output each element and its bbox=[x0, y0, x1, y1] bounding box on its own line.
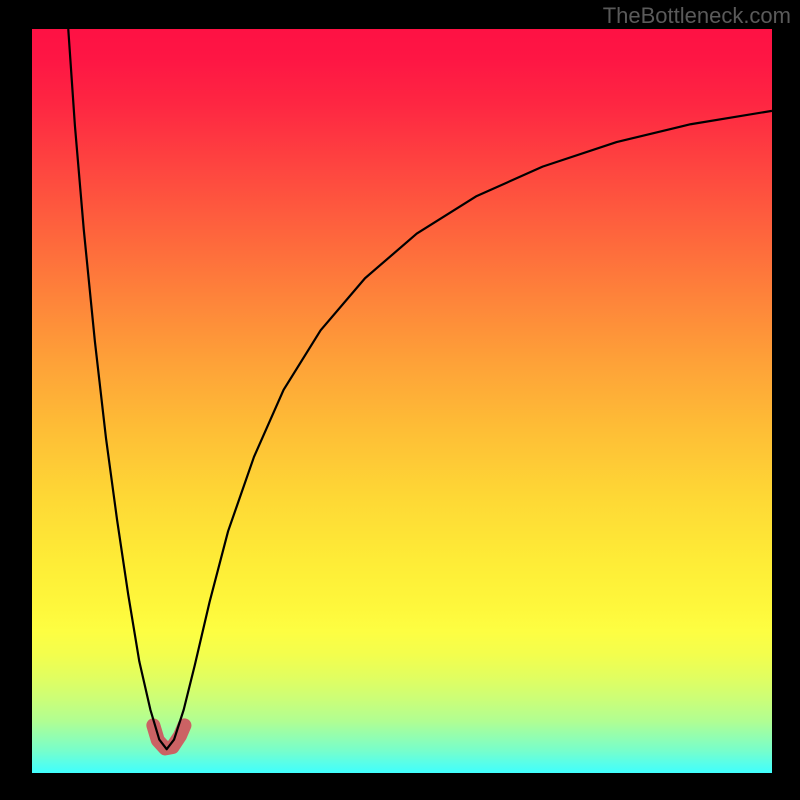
watermark-text: TheBottleneck.com bbox=[603, 3, 791, 29]
bottleneck-chart bbox=[0, 0, 800, 800]
chart-stage: TheBottleneck.com bbox=[0, 0, 800, 800]
plot-gradient-background bbox=[32, 29, 772, 773]
